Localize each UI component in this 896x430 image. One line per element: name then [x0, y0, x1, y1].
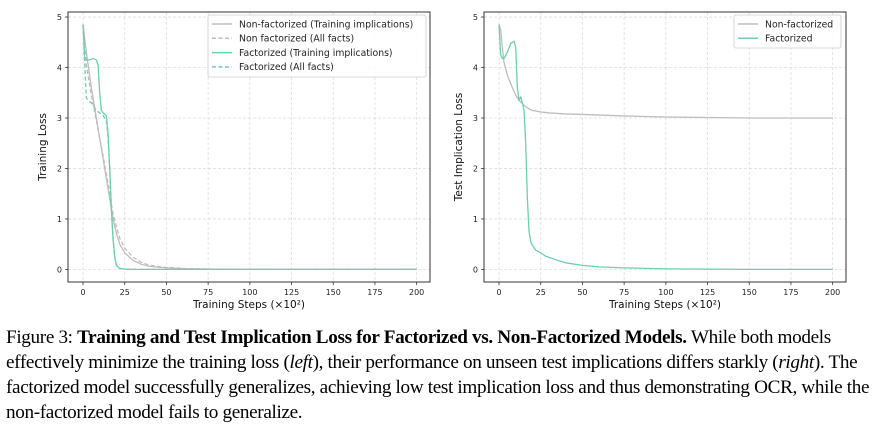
- plot-frame: [483, 11, 847, 283]
- x-tick-label: 200: [409, 288, 424, 297]
- caption-text-1: While both models effectively minimize t…: [6, 327, 831, 373]
- legend-label: Non factorized (All facts): [239, 34, 354, 45]
- y-tick-label: 4: [473, 64, 478, 73]
- caption-text-3: ). The factorized model successfully gen…: [6, 352, 870, 423]
- x-tick-label: 0: [80, 288, 85, 297]
- y-tick-label: 0: [57, 265, 62, 274]
- series-line-factorized-all-facts: [82, 24, 417, 271]
- y-axis-label: Training Loss: [37, 113, 49, 182]
- legend-label: Factorized (All facts): [239, 62, 334, 73]
- legend: Non-factorized (Training implications) No…: [207, 14, 427, 78]
- x-tick-label: 150: [742, 288, 757, 297]
- y-axis-label: Test Implication Loss: [453, 93, 465, 203]
- x-tick-label: 125: [700, 288, 715, 297]
- caption-label: Figure 3:: [6, 327, 73, 348]
- y-tick-label: 0: [473, 265, 478, 274]
- legend-label: Non-factorized (Training implications): [239, 19, 413, 30]
- x-tick-label: 175: [367, 288, 382, 297]
- chart-panel-left: 0 25 50 75 100 125 150 175 200 0 1 2 3 4 5 Training Ste…: [37, 11, 431, 311]
- x-tick-label: 125: [284, 288, 299, 297]
- legend-label: Factorized (Training implications): [239, 48, 393, 59]
- y-tick-label: 1: [57, 215, 62, 224]
- legend-box: [733, 14, 842, 49]
- x-tick-label: 50: [161, 288, 171, 297]
- x-tick-label: 50: [577, 288, 587, 297]
- caption-text-2: ), their performance on unseen test impl…: [312, 352, 779, 373]
- legend-box: [207, 14, 427, 78]
- series-line-non-factorized: [498, 24, 833, 119]
- x-tick-label: 100: [658, 288, 673, 297]
- x-tick-label: 175: [783, 288, 798, 297]
- y-tick-label: 1: [473, 215, 478, 224]
- y-tick-label: 4: [57, 64, 62, 73]
- x-tick-label: 75: [619, 288, 629, 297]
- x-tick-label: 25: [536, 288, 546, 297]
- plot-frame: [67, 11, 431, 283]
- y-tick-label: 3: [57, 114, 62, 123]
- caption-title: Training and Test Implication Loss for F…: [77, 327, 687, 348]
- series-line-factorized: [498, 24, 833, 271]
- y-tick-label: 2: [473, 164, 478, 173]
- y-tick-label: 2: [57, 164, 62, 173]
- caption-italic-left: left: [289, 352, 313, 373]
- x-tick-label: 0: [496, 288, 501, 297]
- x-tick-label: 75: [203, 288, 213, 297]
- x-tick-label: 25: [120, 288, 130, 297]
- x-tick-label: 100: [242, 288, 257, 297]
- y-tick-label: 3: [473, 114, 478, 123]
- figure-caption: Figure 3: Training and Test Implication …: [6, 325, 894, 425]
- x-tick-label: 150: [326, 288, 341, 297]
- caption-italic-right: right: [778, 352, 814, 373]
- legend-label: Factorized: [765, 34, 813, 45]
- y-tick-label: 5: [57, 13, 62, 22]
- legend-label: Non-factorized: [765, 19, 833, 30]
- legend: Non-factorized Factorized: [733, 14, 842, 49]
- x-axis-label: Training Steps (×10²): [192, 299, 305, 311]
- x-axis-label: Training Steps (×10²): [608, 299, 721, 311]
- chart-panel-right: 0 25 50 75 100 125 150 175 200 0 1 2 3 4 5 Training Ste…: [453, 11, 847, 311]
- x-tick-label: 200: [825, 288, 840, 297]
- y-tick-label: 5: [473, 13, 478, 22]
